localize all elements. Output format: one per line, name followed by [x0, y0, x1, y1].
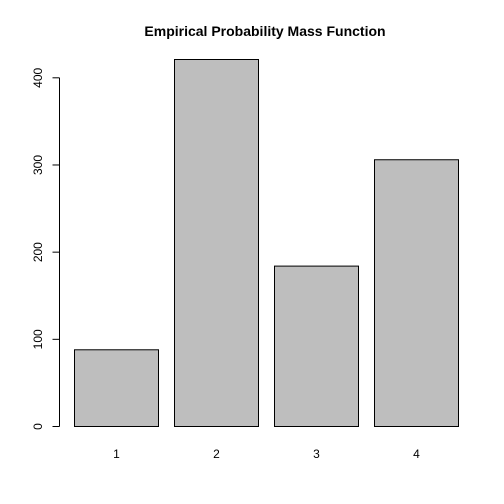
bar-3	[274, 265, 359, 427]
chart-title: Empirical Probability Mass Function	[144, 23, 385, 39]
x-tick-label: 1	[113, 447, 120, 461]
y-tick-label: 400	[31, 67, 45, 87]
bar-1	[74, 349, 159, 427]
bars-group	[74, 59, 459, 427]
bar-2	[174, 59, 259, 427]
x-tick-label: 4	[413, 447, 420, 461]
y-tick-label: 0	[31, 423, 45, 430]
y-axis: 0 100 200 300 400	[31, 67, 60, 430]
y-tick-label: 100	[31, 329, 45, 349]
x-tick-label: 2	[213, 447, 220, 461]
x-tick-label: 3	[313, 447, 320, 461]
bar-4	[374, 159, 459, 427]
y-tick-label: 200	[31, 242, 45, 262]
y-tick-label: 300	[31, 155, 45, 175]
x-tick-labels: 1 2 3 4	[113, 447, 420, 461]
